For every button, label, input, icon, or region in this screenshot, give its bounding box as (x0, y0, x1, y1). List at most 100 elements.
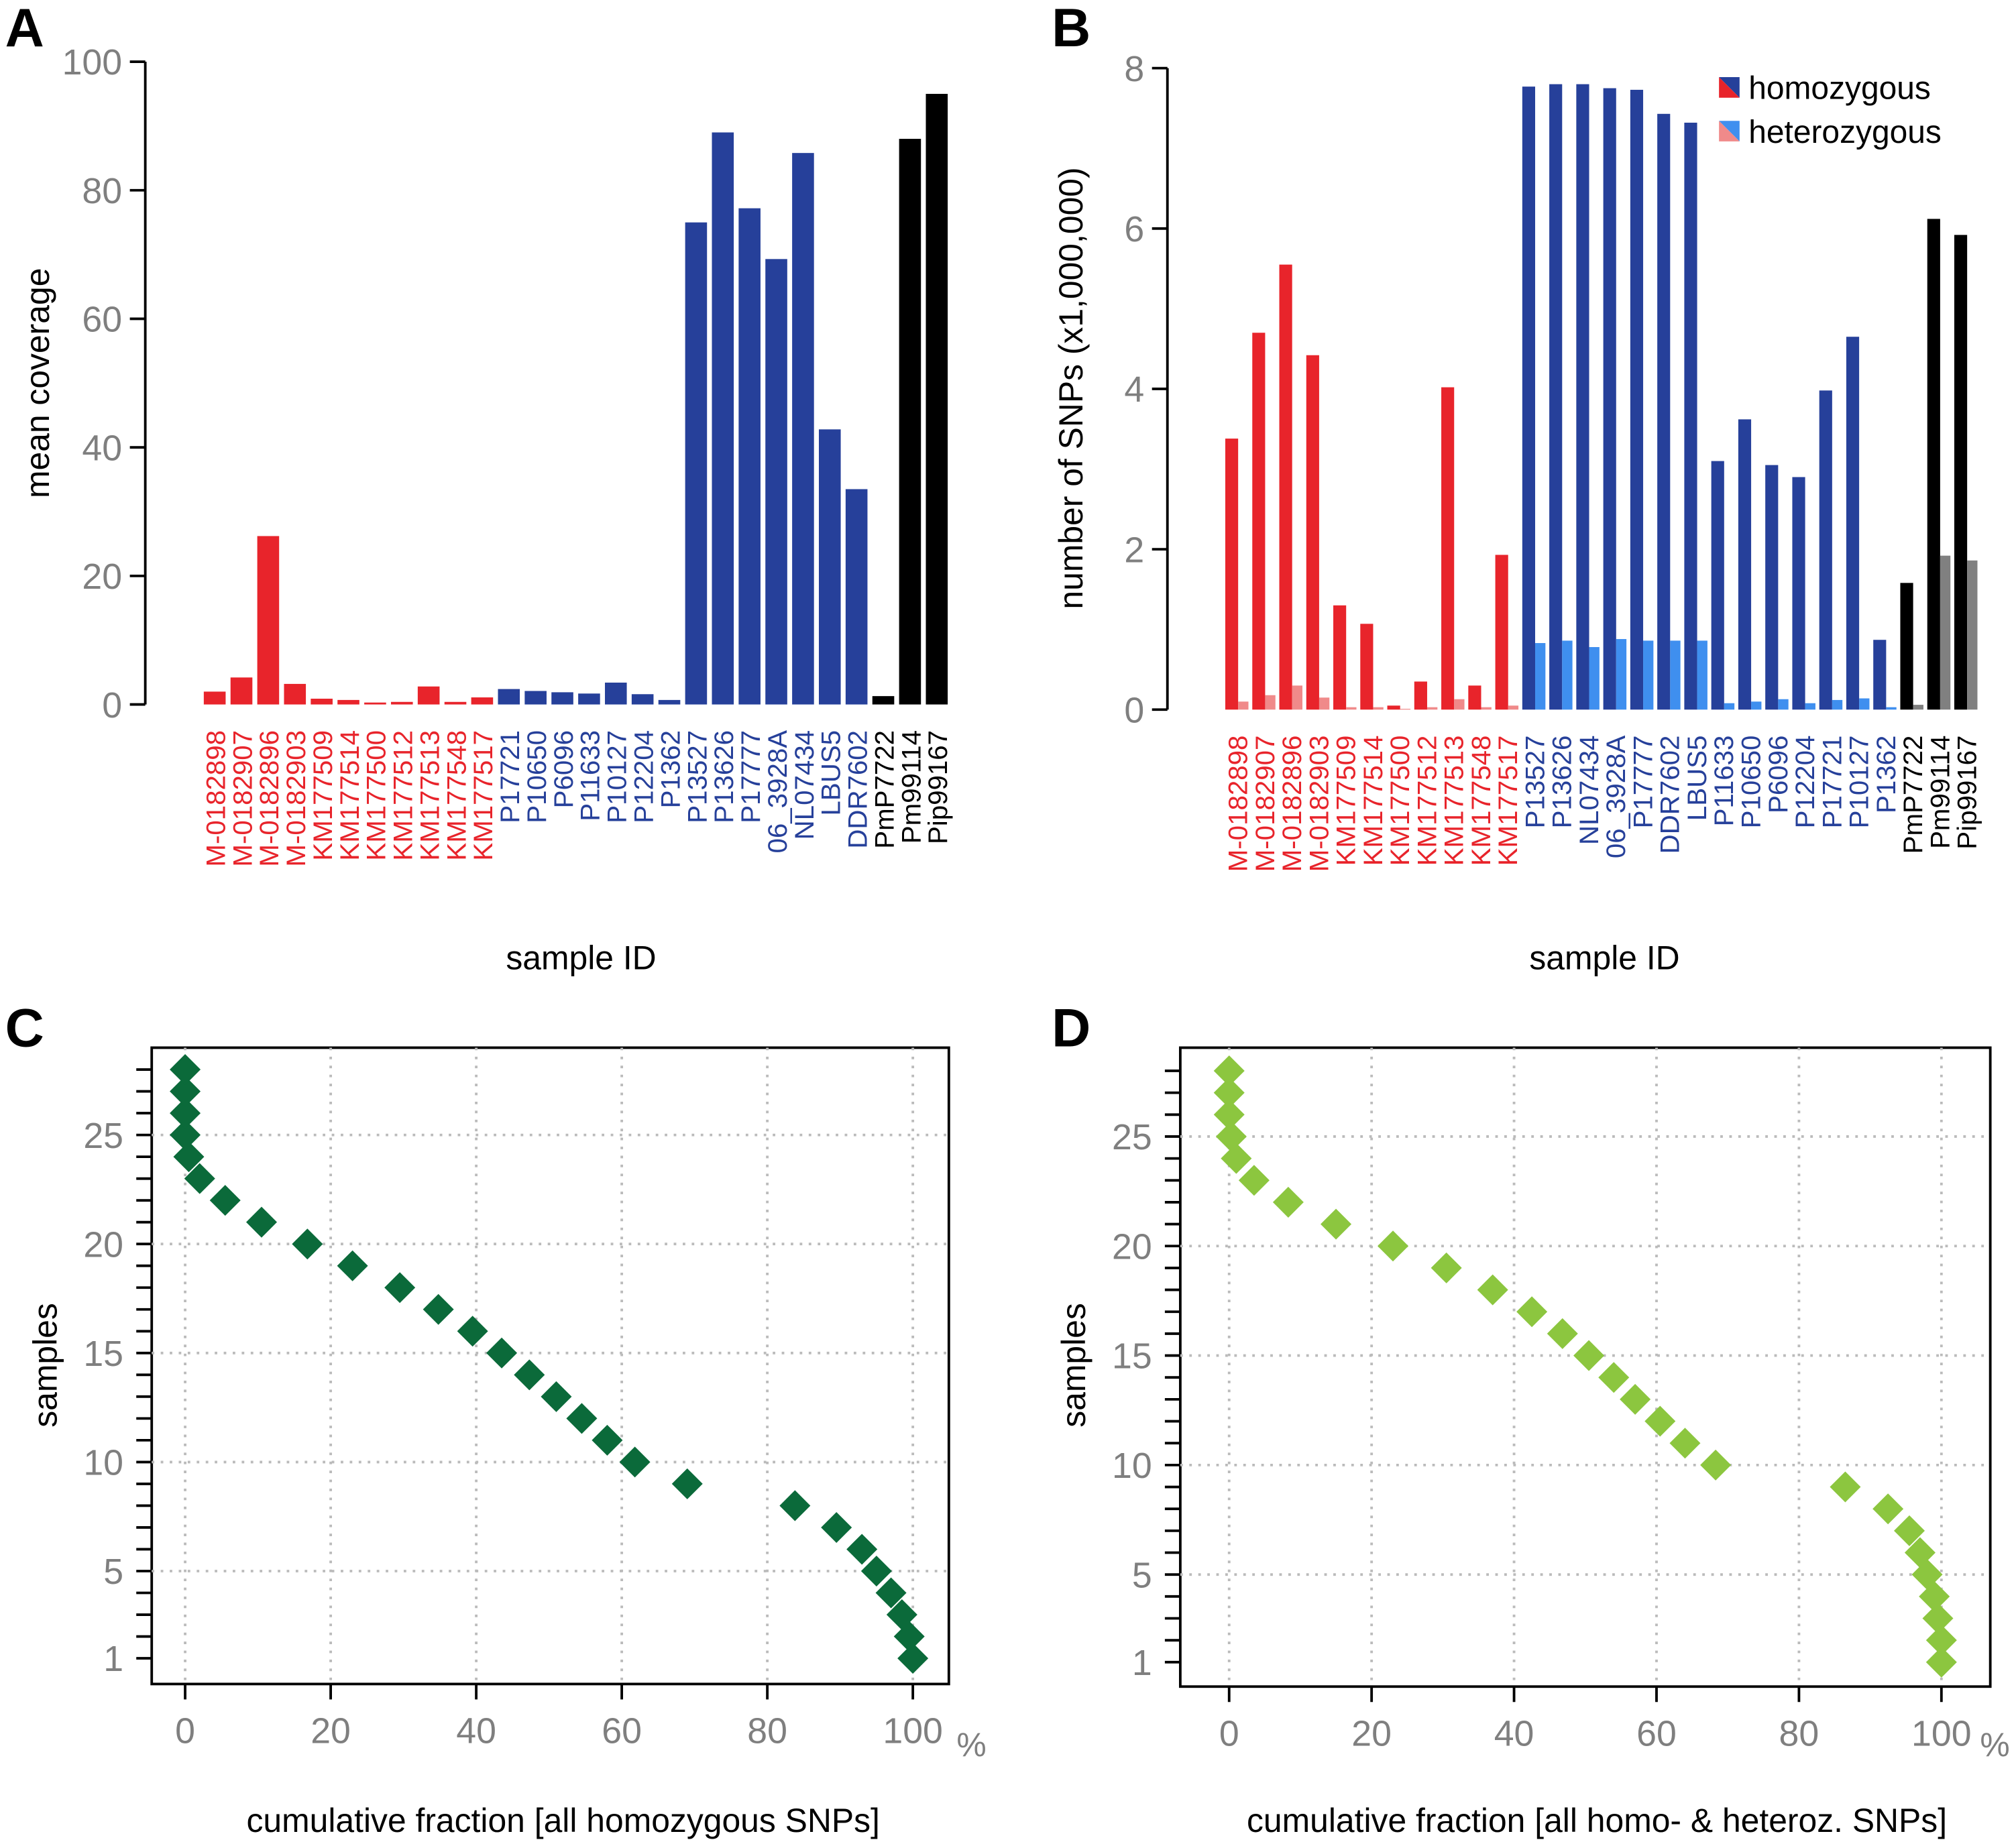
y-tick-label: 10 (83, 1443, 123, 1483)
x-tick-label: M-0182898 (1223, 736, 1253, 872)
x-tick-label: KM177514 (335, 730, 365, 861)
y-tick-label: 5 (1132, 1555, 1152, 1595)
x-tick-label: Pip99167 (923, 730, 953, 844)
x-tick-label: DDR7602 (1655, 736, 1685, 854)
x-tick-label: M-0182907 (1250, 736, 1280, 872)
x-tick-label: P12204 (1790, 736, 1820, 829)
x-tick-label: PmP7722 (1898, 736, 1928, 854)
bar-heterozygous (1454, 699, 1465, 710)
bar-heterozygous (1426, 707, 1438, 710)
bar (872, 696, 895, 705)
x-tick-label: P11633 (1709, 736, 1739, 827)
x-tick-label: P6096 (549, 730, 579, 808)
panel-c: C samples cumulative fraction [all homoz… (5, 998, 987, 1839)
bar-homozygous (1819, 390, 1832, 710)
bar-heterozygous (1778, 699, 1789, 710)
x-tick-label: 40 (1494, 1713, 1534, 1753)
panel-a: A mean coverage sample ID 0 20 40 60 80 100 M-… (5, 0, 953, 977)
data-point (1620, 1383, 1651, 1415)
x-tick-label: KM177509 (308, 730, 338, 861)
x-tick-label: 60 (1636, 1713, 1677, 1753)
x-tick-label: Pip99167 (1952, 736, 1982, 850)
bar (685, 222, 708, 705)
bar-homozygous (1306, 355, 1319, 710)
bar (524, 691, 547, 705)
bar (257, 536, 280, 705)
bar-homozygous (1657, 113, 1671, 710)
bar-heterozygous (1508, 705, 1519, 710)
y-tick-label: 60 (82, 300, 122, 340)
bar-homozygous (1333, 605, 1347, 710)
data-point (779, 1490, 811, 1521)
panel-label-b: B (1052, 0, 1090, 58)
x-tick-label: KM177548 (441, 730, 471, 861)
x-tick-label: KM177548 (1466, 736, 1496, 866)
bar-heterozygous (1265, 695, 1276, 710)
bar-heterozygous (1238, 701, 1249, 710)
data-point (173, 1141, 205, 1173)
x-tick-label: 06_3928A (1601, 735, 1631, 858)
bar-homozygous (1846, 337, 1860, 710)
data-point (292, 1228, 323, 1260)
x-tick-label: KM177509 (1331, 736, 1361, 866)
bar (417, 686, 440, 705)
x-axis-label: sample ID (506, 939, 656, 977)
bar (631, 694, 654, 705)
y-tick-label: 8 (1124, 49, 1144, 89)
y-tick-label: 100 (62, 42, 123, 82)
y-tick-label: 1 (103, 1639, 123, 1679)
bar-homozygous (1279, 264, 1292, 710)
x-tick-label: 80 (1779, 1713, 1819, 1753)
x-tick-label: M-0182898 (201, 730, 231, 867)
data-point (592, 1424, 623, 1456)
bar-heterozygous (1562, 640, 1573, 710)
x-tick-label: Pm99114 (1925, 736, 1955, 849)
bar-homozygous (1468, 685, 1481, 710)
bar-heterozygous (1643, 640, 1654, 710)
bar-homozygous (1738, 419, 1752, 710)
bar-homozygous (1900, 583, 1913, 710)
y-tick-label: 25 (83, 1116, 123, 1156)
bar-heterozygous (1292, 685, 1303, 710)
x-tick-label: LBUS5 (816, 730, 846, 816)
bar (845, 489, 868, 705)
data-point (384, 1272, 416, 1304)
bar-homozygous (1630, 89, 1644, 710)
bar (284, 683, 306, 705)
x-tick-label: P13527 (1520, 736, 1550, 829)
data-point (671, 1468, 703, 1499)
y-tick-label: 1 (1132, 1643, 1152, 1683)
data-point (541, 1381, 572, 1412)
x-tick-label: KM177500 (1385, 736, 1415, 866)
bar-homozygous (1765, 465, 1779, 710)
bar (203, 691, 226, 705)
bar-heterozygous (1913, 705, 1923, 710)
x-tick-label: P17777 (1628, 736, 1658, 829)
x-tick-label: P13626 (709, 730, 739, 823)
data-point (423, 1293, 454, 1325)
x-tick-label: DDR7602 (843, 730, 873, 849)
data-point (1700, 1449, 1732, 1481)
bar (792, 153, 814, 705)
x-tick-label: KM177517 (1493, 736, 1523, 866)
data-point (170, 1054, 201, 1086)
x-unit-label: % (1980, 1726, 2009, 1764)
bar-homozygous (1711, 461, 1724, 710)
x-tick-label: NL07434 (1574, 736, 1604, 845)
plot-frame (1178, 1046, 1992, 1688)
x-tick-label: M-0182896 (1277, 736, 1307, 872)
bar (311, 698, 333, 705)
y-tick-label: 6 (1124, 209, 1144, 249)
bar-heterozygous (1535, 643, 1546, 710)
data-point (337, 1250, 368, 1281)
bar (658, 699, 681, 705)
x-tick-label: 100 (1911, 1713, 1972, 1753)
bar-heterozygous (1589, 646, 1600, 710)
x-tick-label: 0 (1219, 1713, 1239, 1753)
panel-label-d: D (1052, 998, 1090, 1059)
bar-homozygous (1684, 122, 1697, 710)
data-point (886, 1599, 917, 1631)
bar (551, 692, 573, 705)
data-point (457, 1316, 488, 1347)
